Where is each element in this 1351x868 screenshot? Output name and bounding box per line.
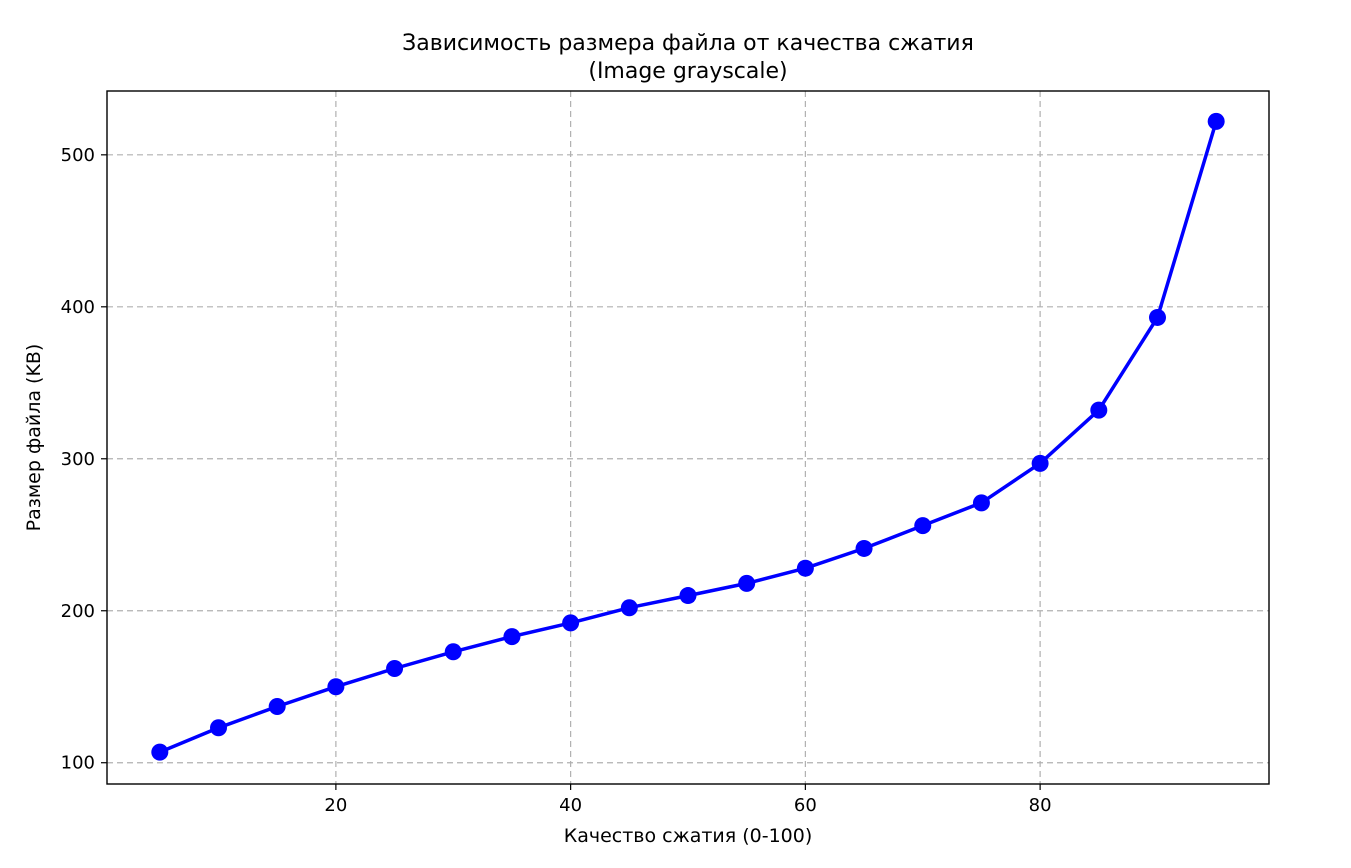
data-point (620, 599, 638, 617)
data-point (327, 678, 345, 696)
y-axis-label: Размер файла (KB) (23, 344, 45, 532)
data-point (1090, 401, 1108, 419)
data-point (210, 719, 228, 737)
data-point (972, 494, 990, 512)
data-point (386, 660, 404, 677)
data-point (1207, 112, 1225, 130)
data-point (151, 743, 169, 761)
plot-frame (106, 90, 1270, 785)
x-axis-label: Качество сжатия (0-100) (564, 825, 813, 847)
x-tick-label: 60 (794, 795, 817, 816)
data-series (151, 112, 1225, 761)
chart-subtitle: (Image grayscale) (588, 59, 787, 84)
x-tick-label: 20 (324, 795, 347, 816)
data-point (679, 587, 697, 605)
data-point (444, 643, 462, 661)
x-tick-label: 80 (1029, 795, 1052, 816)
y-tick-label: 500 (61, 145, 95, 166)
data-point (503, 628, 521, 646)
data-point (268, 697, 286, 715)
chart-title: Зависимость размера файла от качества сж… (402, 31, 974, 56)
data-point (1031, 454, 1049, 472)
data-point (914, 517, 932, 535)
data-point (796, 559, 814, 577)
data-point (562, 614, 580, 632)
y-tick-label: 200 (61, 601, 95, 622)
data-point (855, 539, 873, 557)
y-tick-label: 300 (61, 449, 95, 470)
x-tick-label: 40 (559, 795, 582, 816)
grid-lines (107, 91, 1269, 784)
data-point (738, 574, 756, 592)
axis-ticks: 20 40 60 80 100 200 300 400 500 (61, 145, 1052, 816)
y-tick-label: 400 (61, 297, 95, 318)
y-tick-label: 100 (61, 753, 95, 774)
data-point (1148, 308, 1166, 326)
series-line (159, 120, 1218, 754)
